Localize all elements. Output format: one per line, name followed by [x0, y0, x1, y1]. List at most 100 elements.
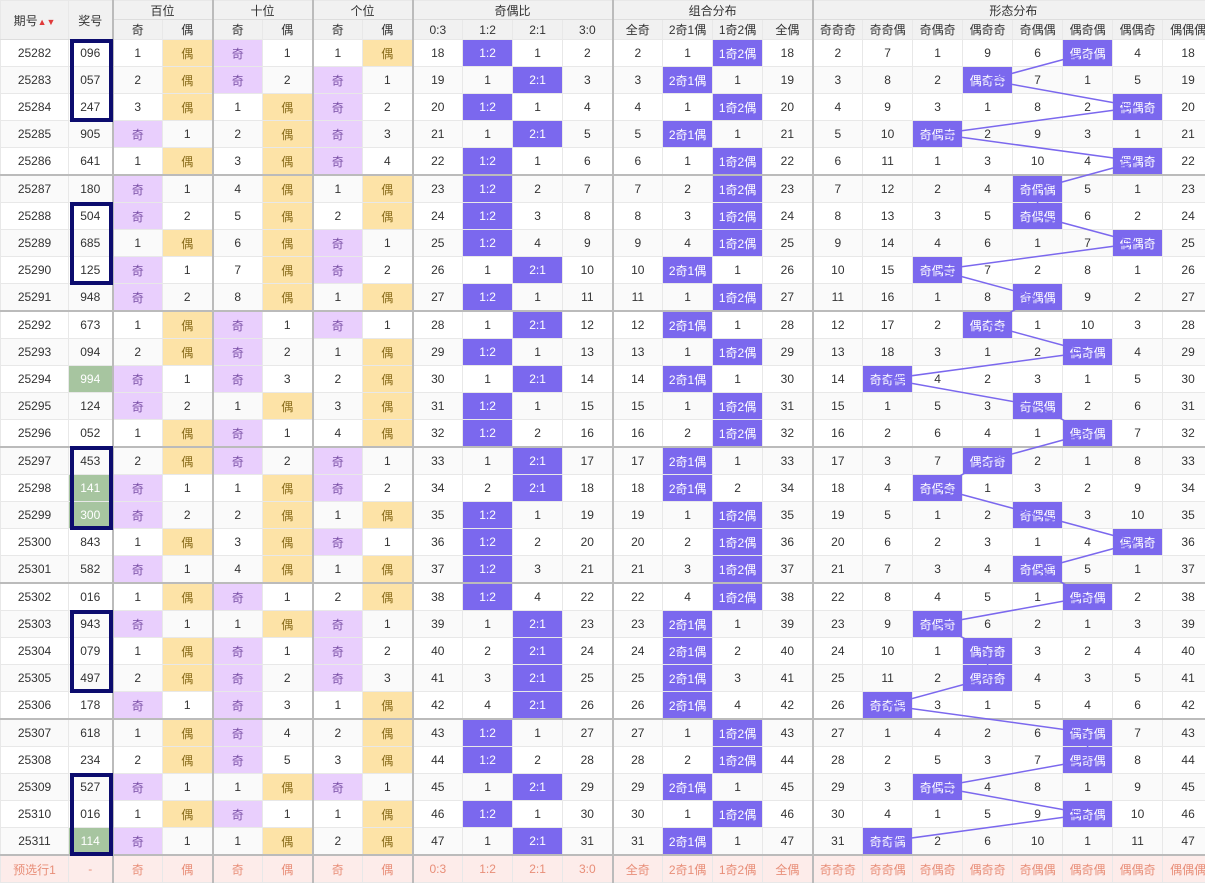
- preselect-option[interactable]: 3:0: [563, 855, 613, 883]
- preselect-option[interactable]: 1奇2偶: [713, 855, 763, 883]
- cell-21: 33: [1163, 447, 1205, 475]
- cell-8: 4: [513, 230, 563, 257]
- cell-0: 1: [113, 420, 163, 448]
- cell-8: 1: [513, 284, 563, 312]
- period-cell: 25307: [1, 719, 69, 747]
- cell-9: 18: [563, 475, 613, 502]
- cell-12: 1奇2偶: [713, 175, 763, 203]
- preselect-option[interactable]: 偶奇奇: [963, 855, 1013, 883]
- cell-12: 3: [713, 665, 763, 692]
- subheader-shape-5: 偶奇偶: [1063, 20, 1113, 40]
- cell-3: 2: [263, 665, 313, 692]
- preselect-option[interactable]: 奇: [213, 855, 263, 883]
- cell-19: 7: [1063, 230, 1113, 257]
- cell-4: 2: [313, 203, 363, 230]
- preselect-option[interactable]: 2奇1偶: [663, 855, 713, 883]
- shape-hit-cell: 偶奇奇: [963, 447, 1013, 475]
- cell-6: 35: [413, 502, 463, 529]
- cell-16: 3: [913, 339, 963, 366]
- preselect-option[interactable]: 奇奇偶: [863, 855, 913, 883]
- cell-8: 2:1: [513, 774, 563, 801]
- cell-19: 10: [1063, 311, 1113, 339]
- cell-15: 10: [863, 121, 913, 148]
- cell-11: 2奇1偶: [663, 475, 713, 502]
- preselect-option[interactable]: 奇偶偶: [1013, 855, 1063, 883]
- cell-0: 2: [113, 67, 163, 94]
- cell-1: 2: [163, 502, 213, 529]
- cell-9: 29: [563, 774, 613, 801]
- preselect-option[interactable]: 2:1: [513, 855, 563, 883]
- preselect-option[interactable]: 偶: [163, 855, 213, 883]
- cell-13: 25: [763, 230, 813, 257]
- subheader-ge-0: 奇: [313, 20, 363, 40]
- cell-21: 47: [1163, 828, 1205, 856]
- sort-icon[interactable]: ▲▼: [38, 17, 56, 27]
- cell-3: 偶: [263, 502, 313, 529]
- cell-17: 2: [963, 719, 1013, 747]
- preselect-option[interactable]: 偶偶奇: [1113, 855, 1163, 883]
- cell-6: 22: [413, 148, 463, 176]
- cell-15: 11: [863, 148, 913, 176]
- cell-9: 12: [563, 311, 613, 339]
- cell-10: 26: [613, 692, 663, 720]
- cell-17: 3: [963, 393, 1013, 420]
- cell-10: 11: [613, 284, 663, 312]
- subheader-ratio-0: 0:3: [413, 20, 463, 40]
- cell-11: 1: [663, 94, 713, 121]
- cell-3: 2: [263, 447, 313, 475]
- cell-6: 25: [413, 230, 463, 257]
- cell-6: 40: [413, 638, 463, 665]
- preselect-option[interactable]: 偶: [363, 855, 413, 883]
- cell-19: 1: [1063, 774, 1113, 801]
- cell-3: 偶: [263, 94, 313, 121]
- shape-hit-cell: 偶奇偶: [1063, 747, 1113, 774]
- preselect-option[interactable]: 奇: [313, 855, 363, 883]
- preselect-option[interactable]: 全奇: [613, 855, 663, 883]
- preselect-option[interactable]: 奇奇奇: [813, 855, 863, 883]
- preselect-option[interactable]: 偶: [263, 855, 313, 883]
- cell-11: 2奇1偶: [663, 67, 713, 94]
- cell-0: 奇: [113, 556, 163, 584]
- cell-8: 2:1: [513, 475, 563, 502]
- period-header[interactable]: 期号▲▼: [1, 1, 69, 40]
- cell-6: 19: [413, 67, 463, 94]
- cell-4: 奇: [313, 67, 363, 94]
- preselect-option[interactable]: 偶偶偶: [1163, 855, 1205, 883]
- cell-9: 9: [563, 230, 613, 257]
- shape-hit-cell: 奇偶奇: [913, 611, 963, 638]
- cell-2: 1: [213, 774, 263, 801]
- cell-21: 46: [1163, 801, 1205, 828]
- subheader-shi-0: 奇: [213, 20, 263, 40]
- shape-hit-cell: 奇偶偶: [1013, 556, 1063, 584]
- cell-12: 1奇2偶: [713, 719, 763, 747]
- cell-7: 1:2: [463, 40, 513, 67]
- cell-6: 44: [413, 747, 463, 774]
- cell-11: 4: [663, 583, 713, 611]
- prize-cell: 994: [69, 366, 113, 393]
- preselect-option[interactable]: 奇偶奇: [913, 855, 963, 883]
- cell-18: 10: [1013, 148, 1063, 176]
- preselect-option[interactable]: 偶奇偶: [1063, 855, 1113, 883]
- cell-6: 46: [413, 801, 463, 828]
- cell-16: 1: [913, 801, 963, 828]
- cell-12: 1奇2偶: [713, 148, 763, 176]
- cell-13: 34: [763, 475, 813, 502]
- cell-14: 22: [813, 583, 863, 611]
- cell-2: 奇: [213, 665, 263, 692]
- cell-0: 2: [113, 747, 163, 774]
- cell-1: 2: [163, 284, 213, 312]
- preselect-option[interactable]: 1:2: [463, 855, 513, 883]
- preselect-option[interactable]: 0:3: [413, 855, 463, 883]
- cell-10: 8: [613, 203, 663, 230]
- preselect-option[interactable]: 奇: [113, 855, 163, 883]
- cell-11: 1: [663, 40, 713, 67]
- cell-13: 21: [763, 121, 813, 148]
- preselect-option[interactable]: 全偶: [763, 855, 813, 883]
- prize-cell: 641: [69, 148, 113, 176]
- cell-8: 1: [513, 40, 563, 67]
